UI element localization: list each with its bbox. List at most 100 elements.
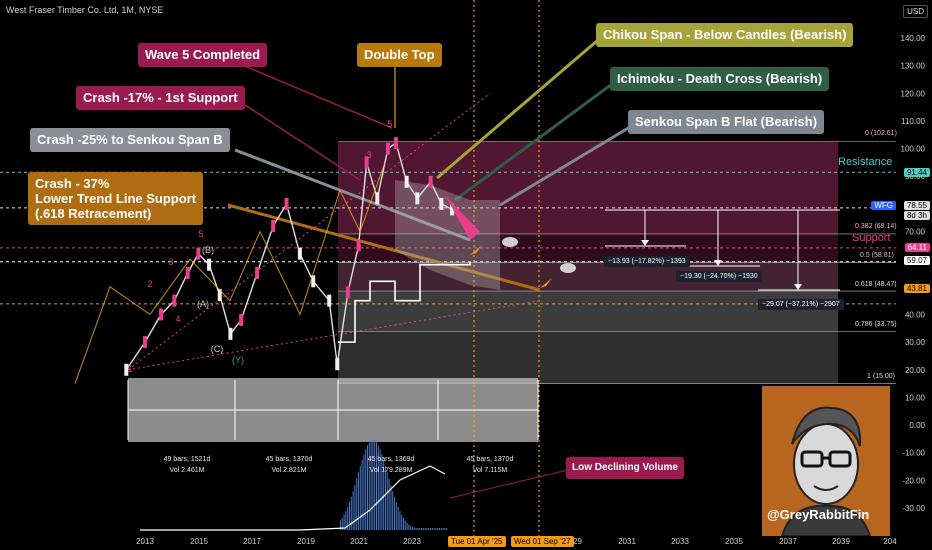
volume-bar-55 bbox=[439, 528, 440, 530]
pointer-crash37 bbox=[227, 203, 541, 292]
support-label: Support bbox=[852, 232, 891, 244]
volume-ma bbox=[140, 465, 446, 531]
wave-label-w1: 1 bbox=[127, 364, 132, 374]
pointer-ichimoku bbox=[454, 82, 613, 202]
volume-bar-24 bbox=[383, 459, 385, 530]
candle-7 bbox=[217, 289, 222, 302]
y-tick-15: -10.00 bbox=[902, 449, 925, 458]
author-handle: @GreyRabbitFin bbox=[767, 507, 870, 522]
candle-24 bbox=[415, 192, 420, 205]
volume-bar-5 bbox=[349, 502, 350, 530]
callout-chikou: Chikou Span - Below Candles (Bearish) bbox=[596, 23, 854, 47]
volume-bar-54 bbox=[437, 528, 439, 530]
y-tick-2: 120.00 bbox=[901, 89, 926, 98]
volume-bar-39 bbox=[410, 525, 412, 530]
volume-bar-41 bbox=[413, 527, 415, 530]
bar-range-2: 45 bars, 1370d Vol 2.821M bbox=[254, 454, 324, 476]
callout-double-top: Double Top bbox=[357, 43, 442, 67]
price-tag-5907: 59.07 bbox=[903, 256, 930, 265]
bar-range-2-line2: Vol 2.821M bbox=[271, 467, 307, 474]
y-tick-10: 40.00 bbox=[905, 310, 926, 319]
volume-bar-48 bbox=[426, 528, 428, 530]
currency-selector[interactable]: USD bbox=[903, 5, 928, 18]
avatar bbox=[762, 386, 890, 536]
volume-bar-34 bbox=[401, 514, 403, 530]
volume-bar-38 bbox=[408, 524, 410, 530]
bar-range-4-line1: 45 bars, 1370d bbox=[466, 456, 514, 463]
volume-bar-42 bbox=[415, 528, 417, 530]
candle-15 bbox=[327, 294, 332, 307]
candle-9 bbox=[239, 314, 244, 326]
fib-05-label: 0.5 (58.81) bbox=[860, 252, 894, 259]
x-tick-1: 2015 bbox=[190, 537, 208, 546]
candle-14 bbox=[311, 275, 316, 288]
volume-bar-28 bbox=[390, 485, 392, 530]
x-tick-10: 2037 bbox=[779, 537, 797, 546]
candle-17 bbox=[345, 286, 350, 299]
price-tag-6411: 64.11 bbox=[904, 243, 930, 252]
volume-bar-33 bbox=[399, 511, 401, 530]
wave-label-w3: 3 bbox=[168, 257, 173, 267]
volume-bar-22 bbox=[379, 449, 381, 530]
wave-label-wA: (A) bbox=[197, 299, 209, 309]
upper-trendline bbox=[127, 92, 491, 371]
y-tick-13: 10.00 bbox=[905, 393, 926, 402]
candle-25 bbox=[428, 175, 433, 188]
fib-0618-label: 0.618 (48.47) bbox=[855, 281, 897, 288]
volume-bar-4 bbox=[347, 506, 349, 530]
volume-bar-59 bbox=[446, 528, 448, 530]
volume-bar-36 bbox=[404, 520, 406, 530]
volume-bar-45 bbox=[421, 528, 422, 530]
callout-crash17: Crash -17% - 1st Support bbox=[76, 86, 245, 110]
volume-bar-10 bbox=[358, 472, 359, 530]
candle-19 bbox=[364, 156, 369, 169]
price-tag-countdown: 8d 3h bbox=[903, 211, 930, 220]
pointer-low-volume bbox=[449, 469, 569, 499]
fib-0-label: 0 (102.61) bbox=[865, 130, 897, 137]
wave-label-w2: 2 bbox=[147, 279, 152, 289]
volume-bar-13 bbox=[363, 454, 365, 530]
volume-bar-2 bbox=[343, 514, 345, 530]
bar-range-3-line2: Vol 179.289M bbox=[369, 467, 413, 474]
wave-label-w5b: 5 bbox=[387, 119, 392, 129]
volume-bar-7 bbox=[352, 491, 354, 530]
volume-bar-1 bbox=[341, 517, 343, 530]
price-tag-91: 91.44 bbox=[903, 168, 930, 177]
candle-21 bbox=[385, 142, 390, 155]
volume-bar-9 bbox=[356, 478, 358, 530]
x-tick-3: 2019 bbox=[297, 537, 315, 546]
pointer-wave5 bbox=[234, 61, 393, 129]
y-axis[interactable] bbox=[896, 0, 932, 550]
candle-3 bbox=[172, 294, 177, 307]
volume-bar-47 bbox=[424, 528, 426, 530]
volume-bar-49 bbox=[428, 528, 430, 530]
y-tick-1: 130.00 bbox=[901, 62, 926, 71]
candle-23 bbox=[404, 175, 409, 188]
volume-bar-18 bbox=[372, 440, 374, 530]
carrot-icon-0 bbox=[470, 245, 482, 255]
bar-range-2-line1: 45 bars, 1370d bbox=[265, 456, 313, 463]
pointer-crash25 bbox=[234, 148, 471, 242]
volume-bar-35 bbox=[403, 517, 404, 530]
candle-5 bbox=[196, 247, 201, 260]
callout-crash37: Crash - 37% Lower Trend Line Support (.6… bbox=[28, 172, 204, 225]
bar-range-1: 49 bars, 1521d Vol 2.461M bbox=[152, 454, 222, 476]
wave-label-wY: (Y) bbox=[232, 355, 244, 365]
candle-12 bbox=[284, 197, 289, 210]
volume-bar-31 bbox=[395, 502, 397, 530]
x-tick-0: 2013 bbox=[136, 537, 154, 546]
volume-bar-56 bbox=[440, 528, 442, 530]
volume-bar-3 bbox=[345, 511, 347, 530]
pointer-senkou bbox=[499, 125, 631, 207]
fib-zone-05 bbox=[338, 262, 838, 292]
fib-0382-label: 0.382 (69.14) bbox=[855, 223, 897, 230]
y-tick-0: 140.00 bbox=[901, 34, 926, 43]
ichimoku-cloud bbox=[395, 180, 500, 290]
callout-senkou: Senkou Span B Flat (Bearish) bbox=[628, 110, 825, 134]
callout-wave5: Wave 5 Completed bbox=[138, 43, 268, 67]
candle-26 bbox=[439, 197, 444, 210]
volume-bar-26 bbox=[386, 472, 388, 530]
volume-bar-46 bbox=[422, 528, 424, 530]
bar-range-4: 45 bars, 1370d Vol 7.115M bbox=[455, 454, 525, 476]
